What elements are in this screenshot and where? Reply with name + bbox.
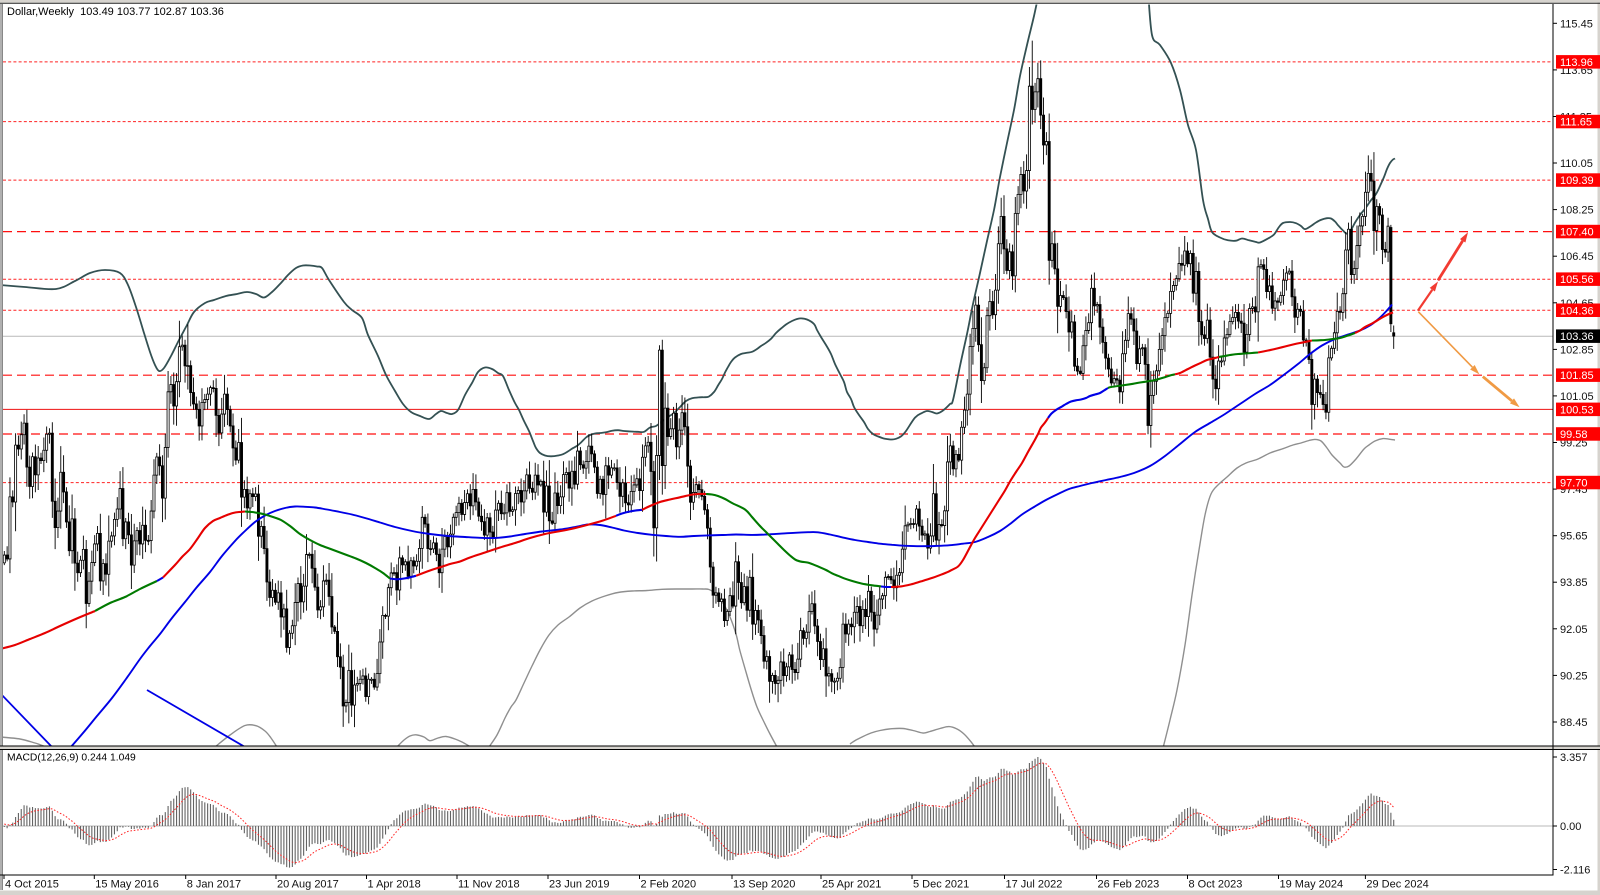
svg-text:88.45: 88.45 (1560, 717, 1588, 729)
svg-text:20 Aug 2017: 20 Aug 2017 (277, 879, 339, 891)
svg-text:8 Oct 2023: 8 Oct 2023 (1189, 879, 1243, 891)
svg-text:108.25: 108.25 (1560, 205, 1594, 217)
svg-text:110.05: 110.05 (1560, 158, 1593, 170)
svg-text:102.85: 102.85 (1560, 344, 1594, 356)
svg-text:104.36: 104.36 (1560, 305, 1594, 317)
svg-text:2 Feb 2020: 2 Feb 2020 (641, 879, 697, 891)
svg-text:11 Nov 2018: 11 Nov 2018 (458, 879, 520, 891)
svg-text:115.45: 115.45 (1560, 18, 1593, 30)
svg-text:0.00: 0.00 (1560, 821, 1581, 833)
svg-text:17 Jul 2022: 17 Jul 2022 (1006, 879, 1063, 891)
svg-text:4 Oct 2015: 4 Oct 2015 (5, 879, 59, 891)
svg-text:5 Dec 2021: 5 Dec 2021 (913, 879, 969, 891)
svg-text:26 Feb 2023: 26 Feb 2023 (1098, 879, 1160, 891)
svg-text:106.45: 106.45 (1560, 251, 1594, 263)
svg-text:113.96: 113.96 (1560, 57, 1593, 69)
svg-text:100.53: 100.53 (1560, 404, 1594, 416)
svg-text:15 May 2016: 15 May 2016 (95, 879, 159, 891)
svg-text:107.40: 107.40 (1560, 227, 1594, 239)
svg-text:101.05: 101.05 (1560, 391, 1594, 403)
svg-text:99.58: 99.58 (1560, 429, 1588, 441)
svg-text:93.85: 93.85 (1560, 577, 1588, 589)
svg-text:-2.116: -2.116 (1560, 865, 1590, 877)
svg-text:103.36: 103.36 (1560, 331, 1594, 343)
svg-text:3.357: 3.357 (1560, 752, 1588, 764)
svg-text:23 Jun 2019: 23 Jun 2019 (549, 879, 610, 891)
svg-text:19 May 2024: 19 May 2024 (1280, 879, 1344, 891)
svg-text:95.65: 95.65 (1560, 531, 1588, 543)
svg-text:MACD(12,26,9) 0.244 1.049: MACD(12,26,9) 0.244 1.049 (7, 753, 136, 764)
svg-text:97.70: 97.70 (1560, 478, 1588, 490)
svg-text:105.56: 105.56 (1560, 274, 1594, 286)
svg-text:8 Jan 2017: 8 Jan 2017 (187, 879, 241, 891)
svg-text:Dollar,Weekly 103.49 103.77 1: Dollar,Weekly 103.49 103.77 102.87 103.3… (7, 6, 224, 18)
svg-text:13 Sep 2020: 13 Sep 2020 (733, 879, 795, 891)
svg-text:1 Apr 2018: 1 Apr 2018 (368, 879, 421, 891)
svg-text:25 Apr 2021: 25 Apr 2021 (822, 879, 881, 891)
svg-text:109.39: 109.39 (1560, 175, 1594, 187)
svg-text:92.05: 92.05 (1560, 624, 1588, 636)
svg-text:111.65: 111.65 (1560, 117, 1592, 129)
svg-text:101.85: 101.85 (1560, 370, 1594, 382)
svg-text:29 Dec 2024: 29 Dec 2024 (1366, 879, 1428, 891)
svg-text:90.25: 90.25 (1560, 670, 1588, 682)
